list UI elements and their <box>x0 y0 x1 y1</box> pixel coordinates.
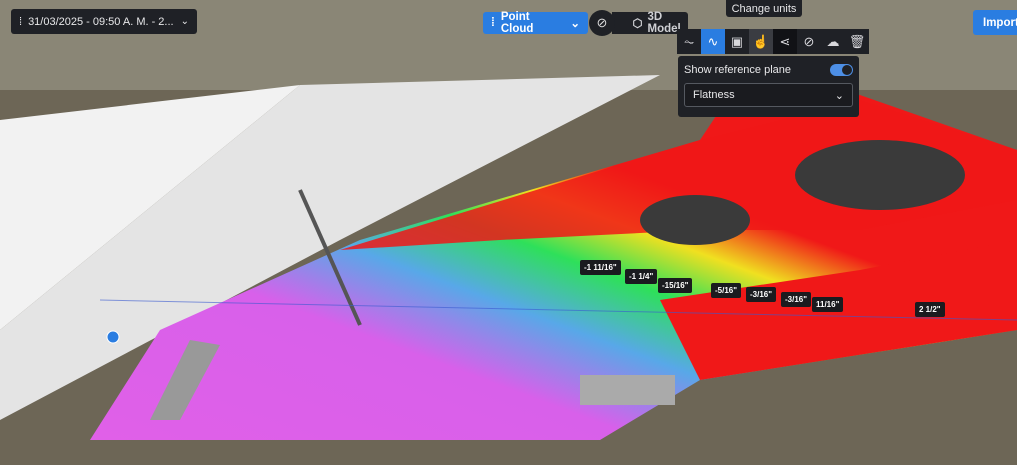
reference-line <box>99 299 1017 321</box>
measurement-label[interactable]: -15/16" <box>658 278 693 293</box>
measurement-label[interactable]: 11/16" <box>812 297 844 312</box>
import-button[interactable]: Import <box>973 10 1017 35</box>
3d-model-button[interactable]: ⬡ 3D Model <box>612 11 688 35</box>
bench <box>580 375 675 405</box>
chevron-down-icon: ⌄ <box>834 89 844 102</box>
bench <box>150 340 220 420</box>
capture-date-selector[interactable]: ⁞ 31/03/2025 - 09:50 A. M. - 2... ⌄ <box>11 9 197 34</box>
measurement-label[interactable]: -1 1/4" <box>625 269 658 284</box>
chevron-down-icon: ⌄ <box>180 16 189 27</box>
view-mode-dropdown[interactable]: ⁞ Point Cloud ⌄ <box>483 11 588 35</box>
hand-pointer-icon[interactable]: ☝ <box>749 29 773 54</box>
flatness-icon[interactable]: ∿ <box>701 29 725 54</box>
annotation-icon[interactable]: ▣ <box>725 29 749 54</box>
view-mode-label: Point Cloud <box>500 11 534 35</box>
measurement-label[interactable]: -3/16" <box>781 292 812 307</box>
analysis-select[interactable]: Flatness ⌄ <box>684 83 853 107</box>
compare-toggle-icon[interactable]: ⊘ <box>589 10 615 36</box>
measure-profile-icon[interactable]: ⏦ <box>677 29 701 54</box>
trash-icon[interactable]: 🗑 <box>845 29 869 54</box>
high-region <box>340 100 1017 250</box>
lamp-post <box>298 189 362 326</box>
reference-plane-toggle[interactable] <box>830 64 853 76</box>
measurement-label[interactable]: -5/16" <box>711 283 742 298</box>
chevron-down-icon: ⌄ <box>570 18 580 30</box>
planter <box>640 195 750 245</box>
flatness-popup: Show reference plane Flatness ⌄ <box>678 56 859 117</box>
measure-toolbar: ⏦ ∿ ▣ ☝ ⋖ ⊘ ☁ 🗑 <box>677 29 869 54</box>
upload-cloud-icon[interactable]: ☁ <box>821 29 845 54</box>
tiled-plaza <box>0 75 660 420</box>
reference-point[interactable] <box>106 330 120 344</box>
measurement-label[interactable]: 2 1/2" <box>915 302 945 317</box>
capture-icon: ⁞ <box>19 15 23 28</box>
analysis-select-value: Flatness <box>693 89 735 101</box>
measurement-label[interactable]: -3/16" <box>746 287 777 302</box>
cube-icon: ⬡ <box>632 18 643 30</box>
date-label: 31/03/2025 - 09:50 A. M. - 2... <box>28 15 174 28</box>
point-cloud-icon: ⁞ <box>491 17 495 29</box>
share-icon[interactable]: ⋖ <box>773 29 797 54</box>
measurement-label[interactable]: -1 11/16" <box>580 260 621 275</box>
hide-icon[interactable]: ⊘ <box>797 29 821 54</box>
reference-plane-label: Show reference plane <box>684 64 792 76</box>
planter <box>795 140 965 210</box>
tooltip: Change units <box>726 0 802 17</box>
model-label: 3D Model <box>647 11 681 35</box>
